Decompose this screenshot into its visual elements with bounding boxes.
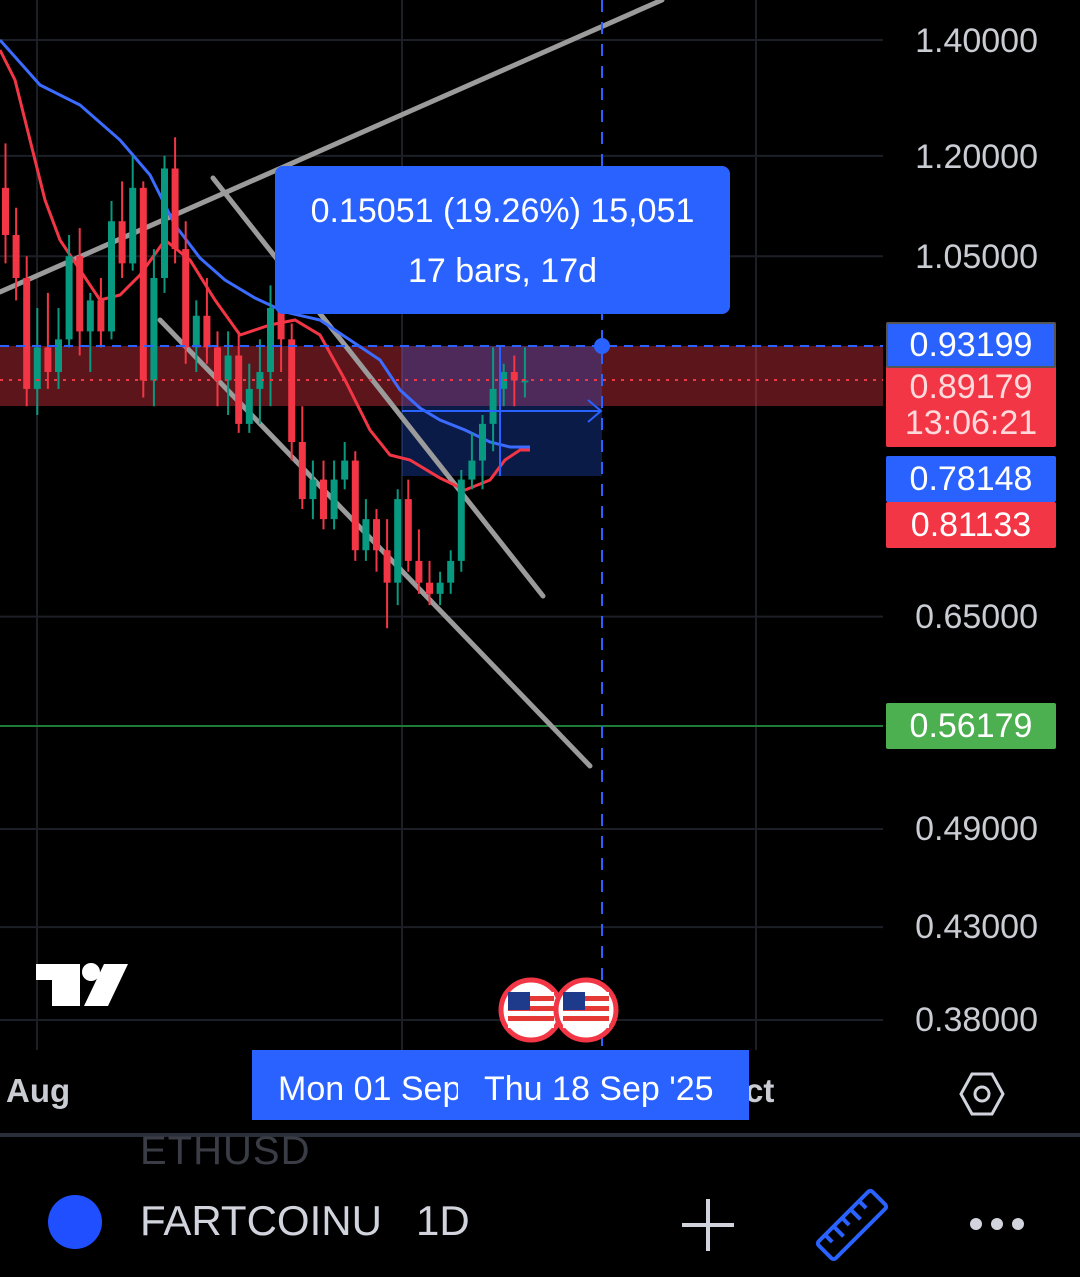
candle-body (267, 308, 274, 373)
range-end-label: Thu 18 Sep '25 (484, 1070, 714, 1108)
candle-body (373, 519, 380, 551)
candle-body (436, 582, 444, 594)
measure-bars: 17 bars, 17d (407, 252, 598, 290)
price-label: 0.49000 (915, 810, 1038, 848)
price-label: 1.05000 (915, 238, 1038, 276)
support-price-tag: 0.56179 (886, 703, 1056, 749)
price-label: 0.43000 (915, 908, 1038, 946)
candle-body (86, 300, 94, 332)
candle-body (129, 187, 137, 264)
candle-body (510, 372, 518, 381)
countdown-timer: 13:06:21 (904, 404, 1038, 442)
candle-body (118, 221, 126, 264)
candles (2, 137, 529, 629)
candle-body (150, 277, 158, 381)
measure-handle (594, 338, 610, 354)
candle-body (500, 372, 508, 389)
time-range-box: Mon 01 Sep Thu 18 Sep '25 (252, 1050, 749, 1120)
candle-body (457, 479, 465, 561)
candle-body (108, 221, 115, 332)
candle-body (277, 308, 285, 340)
last-price-value: 0.89179 (909, 368, 1033, 406)
event-flags (498, 977, 619, 1043)
candle-body (479, 423, 486, 461)
candle-body (33, 347, 41, 389)
candle-body (235, 355, 243, 424)
candle-body (65, 256, 73, 340)
add-button[interactable] (680, 1197, 736, 1253)
candle-body (298, 441, 306, 500)
measure-top-tag: 0.93199 (886, 322, 1056, 368)
last-price-tag: 0.89179 13:06:21 (886, 355, 1056, 447)
measure-tooltip: 0.15051 (19.26%) 15,051 17 bars, 17d (275, 166, 730, 314)
prev-close-tag: 0.81133 (886, 502, 1056, 548)
candle-body (161, 168, 168, 278)
measure-change: 0.15051 (19.26%) 15,051 (310, 192, 695, 230)
price-label: 1.20000 (915, 138, 1038, 176)
candle-body (256, 372, 264, 389)
candle-body (139, 187, 147, 381)
candle-body (171, 168, 179, 250)
time-label-oct: ct (745, 1072, 775, 1109)
measure-bottom-tag: 0.78148 (886, 456, 1056, 502)
candle-body (44, 347, 52, 373)
measure-tool-button[interactable] (812, 1185, 892, 1265)
chart-area[interactable]: 1.40000 1.20000 1.05000 0.65000 0.49000 … (0, 0, 1080, 1135)
candle-body (362, 519, 370, 551)
more-dots-icon (970, 1218, 1024, 1230)
candle-body (203, 315, 211, 348)
symbol-button[interactable]: FARTCOINU (140, 1197, 382, 1244)
candle-body (521, 380, 529, 383)
candle-body (426, 582, 433, 594)
candle-body (404, 499, 412, 561)
measure-arrows (402, 347, 603, 476)
candle-body (192, 315, 200, 348)
us-flag-icon (498, 977, 564, 1043)
candle-body (245, 388, 253, 424)
candle-body (415, 560, 423, 583)
candle-body (447, 560, 455, 583)
candle-body (55, 339, 62, 373)
candle-body (351, 460, 359, 551)
candle-body (12, 235, 20, 278)
candle-body (489, 388, 497, 424)
plus-icon (682, 1199, 734, 1251)
price-label: 1.40000 (915, 22, 1038, 60)
bottom-toolbar: ETHUSD FARTCOINU 1D (0, 1129, 1080, 1277)
candle-body (394, 499, 402, 583)
resistance-zone (0, 346, 883, 406)
symbol-logo[interactable] (48, 1195, 102, 1249)
candle-body (341, 460, 349, 480)
range-start-label: Mon 01 Sep (278, 1070, 458, 1108)
hexagon-gear-icon (959, 1072, 1005, 1116)
channel-upper (210, 175, 546, 599)
candle-body (23, 277, 31, 389)
ghost-symbol-label: ETHUSD (140, 1129, 311, 1173)
time-label-aug: Aug (6, 1072, 71, 1109)
price-label: 0.38000 (915, 1001, 1038, 1039)
candle-body (383, 550, 391, 583)
tradingview-logo-icon (36, 963, 128, 1006)
candle-body (97, 300, 105, 332)
interval-button[interactable]: 1D (416, 1197, 470, 1244)
candle-body (330, 479, 338, 520)
candle-body (320, 479, 327, 520)
candle-body (468, 460, 476, 480)
candle-body (309, 479, 317, 500)
candle-body (182, 249, 190, 348)
us-flag-icon (553, 977, 619, 1043)
candle-body (288, 339, 296, 442)
candle-body (2, 187, 9, 236)
candle-body (76, 256, 84, 332)
ma-blue-line (0, 39, 530, 449)
candle-body (224, 355, 232, 381)
price-label: 0.65000 (915, 598, 1038, 636)
candle-body (214, 347, 221, 381)
ruler-icon (815, 1188, 889, 1262)
chart-settings-button[interactable] (958, 1070, 1006, 1118)
price-chart[interactable] (0, 0, 1080, 1135)
more-options-button[interactable] (966, 1209, 1030, 1239)
